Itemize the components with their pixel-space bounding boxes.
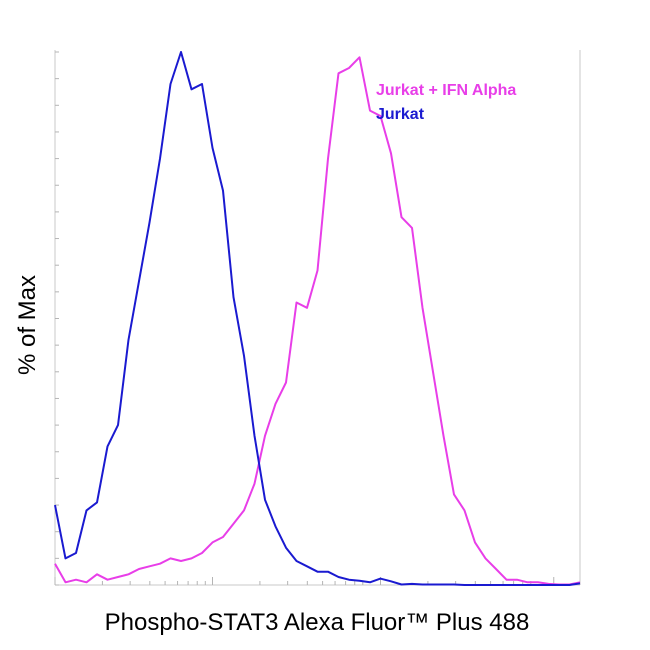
x-axis-label: Phospho-STAT3 Alexa Fluor™ Plus 488 xyxy=(105,609,530,636)
axis-ticks xyxy=(54,51,555,586)
y-axis-label: % of Max xyxy=(14,275,41,375)
legend: Jurkat + IFN Alpha Jurkat xyxy=(376,82,516,123)
plot-axes xyxy=(54,50,581,586)
series-lines xyxy=(54,51,581,586)
legend-entry: Jurkat + IFN Alpha xyxy=(376,82,516,99)
series-line-jurkat-ifn-alpha xyxy=(54,56,581,586)
legend-entry: Jurkat xyxy=(376,106,425,123)
series-line-jurkat xyxy=(54,51,581,586)
